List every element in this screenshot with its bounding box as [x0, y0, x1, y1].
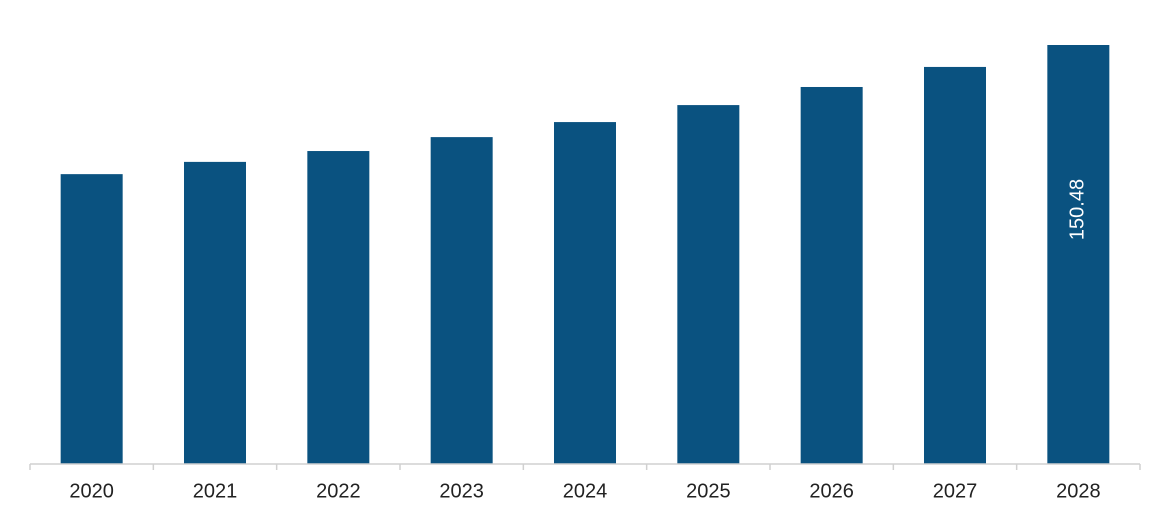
bar — [307, 151, 370, 465]
bar — [1047, 45, 1110, 464]
x-tick-label: 2024 — [563, 480, 608, 502]
bar — [800, 86, 863, 464]
bar — [924, 66, 986, 464]
bar — [430, 137, 493, 465]
bar — [677, 105, 740, 464]
bar — [184, 161, 246, 465]
x-tick-label: 2020 — [69, 480, 114, 502]
x-tick-label: 2021 — [193, 480, 238, 502]
bar — [554, 122, 616, 465]
x-tick-label: 2025 — [686, 480, 731, 502]
x-tick-label: 2022 — [316, 480, 361, 502]
x-tick-label: 2027 — [933, 480, 978, 502]
value-label: 150.48 — [1067, 179, 1089, 240]
bar — [60, 174, 123, 464]
x-tick-label: 2028 — [1056, 480, 1101, 502]
x-tick-label: 2026 — [809, 480, 854, 502]
x-tick-label: 2023 — [439, 480, 484, 502]
